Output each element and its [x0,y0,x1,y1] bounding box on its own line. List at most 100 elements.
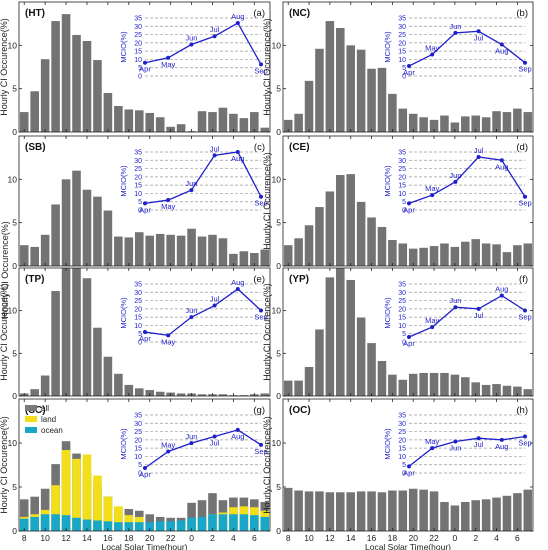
inset-y-tick-label: 30 [398,24,406,31]
bar [450,122,460,132]
inset-point [453,30,458,35]
bar [346,492,355,531]
bar-ocean [218,514,228,531]
bar [408,373,418,396]
bar [481,117,491,132]
inset-month-label: May [161,60,175,69]
inset-month-label: Jun [185,432,197,441]
bar-land [93,475,102,531]
x-tick-label: 6 [252,533,257,543]
inset-y-tick-label: 25 [398,32,406,39]
inset-y-tick-label: 20 [134,40,142,47]
inset-point [143,466,147,471]
inset-month-label: Jun [449,444,461,453]
axes-frame [282,1,534,133]
bar-land [103,496,113,531]
bar-ocean [145,522,155,531]
bar [93,60,102,132]
inset-y-tick-label: 5 [402,199,406,206]
inset-y-tick-label: 35 [134,16,142,23]
y-tick-label: 10 [8,306,18,316]
inset-y-tick-label: 5 [402,331,406,338]
bar [82,41,92,132]
bar [408,113,418,132]
inset-y-tick-label: 20 [134,437,142,444]
legend-label: land [41,415,56,424]
y-tick-label: 0 [12,261,17,271]
bar-ocean [166,521,175,531]
inset-y-tick-label: 10 [134,454,142,461]
bar [218,394,228,396]
bar [51,204,60,266]
y-tick-label: 5 [12,348,17,358]
inset-y-tick-label: 20 [398,306,406,313]
y-tick-label: 10 [272,438,282,448]
bar [440,243,449,266]
inset-month-label: Jun [449,296,461,305]
x-tick-label: 4 [494,533,499,543]
bar [502,385,512,396]
inset-month-label: Apr [403,205,415,214]
inset-y-tick-label: 15 [134,49,142,56]
bar [260,249,270,266]
inset-y-tick-label: 10 [398,323,406,330]
bar [336,492,345,531]
bar [229,113,238,132]
bar [440,115,449,132]
bar [450,246,460,266]
x-tick-label: 16 [103,533,113,543]
bar-ocean [134,522,144,531]
bar [388,374,397,396]
bar [51,291,60,396]
x-tick-label: 6 [515,533,520,543]
inset-month-label: Jul [210,439,220,448]
bar [502,112,512,132]
bar [315,491,324,531]
bar [398,243,408,266]
bar [114,373,123,396]
bar [419,247,428,266]
inset-point [476,29,481,34]
y-tick-label: 0 [276,391,281,401]
inset-y-tick-label: 30 [134,24,142,31]
bar [72,268,81,396]
inset-month-label: Aug [495,442,508,451]
inset-point [235,150,240,154]
bar [481,384,491,396]
x-tick-label: 22 [429,533,439,543]
inset-y-axis-label: MCIO(%) [119,428,128,460]
inset-month-label: Aug [231,278,244,287]
bar [356,491,366,531]
bar-ocean [103,521,113,531]
inset-y-tick-label: 15 [134,315,142,322]
bar [523,489,533,531]
inset-y-tick-label: 35 [398,282,406,289]
inset-point [259,442,263,447]
inset-y-tick-label: 30 [398,158,406,165]
axes-frame [18,398,271,532]
inset-month-label: May [161,440,175,449]
y-tick-label: 0 [12,391,17,401]
bar [40,234,50,266]
inset-y-tick-label: 15 [134,183,142,190]
bar [377,492,387,531]
bar [377,361,387,396]
inset-point [212,34,217,39]
y-tick-label: 5 [276,84,281,94]
bar [398,108,408,132]
inset-month-label: Sep [518,199,531,208]
bar [294,113,303,132]
bar [208,112,217,132]
bar [481,243,491,266]
x-tick-label: 18 [124,533,134,543]
x-tick-label: 0 [189,533,194,543]
bar [471,500,480,531]
y-tick-label: 5 [276,348,281,358]
inset-y-tick-label: 0 [402,471,406,478]
inset-month-label: Jun [449,22,461,31]
y-tick-label: 0 [276,526,281,536]
